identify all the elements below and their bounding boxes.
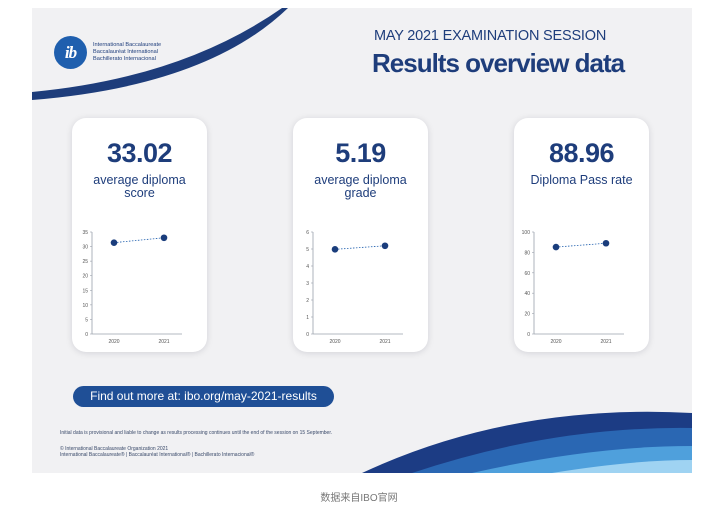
card-label: Diploma Pass rate: [530, 173, 633, 187]
logo-line-es: Bachillerato Internacional: [93, 56, 156, 62]
y-tick-label: 0: [85, 332, 88, 338]
data-point: [602, 239, 610, 247]
x-tick-label: 2020: [329, 339, 340, 345]
y-tick-label: 60: [524, 271, 530, 277]
x-tick-label: 2021: [379, 339, 390, 345]
y-tick-label: 15: [82, 288, 88, 294]
image-caption: 数据来自IBO官网: [320, 493, 398, 504]
ib-logo-text: International Baccalaureate Baccalauréat…: [93, 42, 161, 63]
bottom-swoosh: [362, 411, 692, 473]
card-pass-rate: 88.96 Diploma Pass rate 0 20 40 60 80 100 2020…: [514, 118, 649, 352]
series-line: [555, 242, 607, 248]
x-tick-label: 2020: [550, 339, 561, 345]
data-point: [331, 246, 339, 253]
copyright-text: © International Baccalaureate Organizati…: [60, 446, 169, 452]
card-value: 33.02: [106, 138, 173, 168]
y-tick-label: 25: [82, 259, 88, 265]
page-title: Results overview data: [372, 48, 625, 78]
chart-diploma-score: 0 5 10 15 20 25 30 35 2020 2021: [82, 230, 182, 345]
trademark-text: International Baccalaureate® | Baccalaur…: [60, 452, 255, 458]
series-line: [113, 237, 165, 244]
y-tick-label: 0: [527, 332, 530, 338]
x-tick-label: 2020: [108, 339, 119, 345]
y-tick-label: 20: [82, 274, 88, 280]
chart-diploma-grade: 0 1 2 3 4 5 6 2020 2021: [306, 230, 403, 345]
x-tick-label: 2021: [600, 339, 611, 345]
y-tick-label: 40: [524, 291, 530, 297]
y-tick-label: 5: [85, 317, 88, 323]
y-tick-label: 0: [306, 332, 309, 338]
top-swoosh: [32, 8, 288, 100]
y-tick-label: 1: [306, 315, 309, 321]
logo-line-fr: Baccalauréat International: [93, 49, 158, 55]
card-value: 5.19: [335, 138, 386, 168]
y-tick-label: 4: [306, 264, 309, 270]
series-line: [334, 245, 386, 250]
logo-line-en: International Baccalaureate: [93, 42, 162, 48]
card-label: average diploma grade: [314, 173, 407, 200]
y-tick-label: 10: [82, 303, 88, 309]
find-out-more-button[interactable]: Find out more at: ibo.org/may-2021-resul…: [73, 386, 334, 407]
results-poster: ib International Baccalaureate Baccalaur…: [32, 8, 692, 473]
data-point: [381, 242, 389, 250]
data-point: [160, 234, 168, 242]
y-tick-label: 20: [524, 312, 530, 318]
y-tick-label: 30: [82, 245, 88, 251]
card-value: 88.96: [548, 138, 615, 168]
card-label: average diploma score: [93, 173, 186, 200]
x-tick-label: 2021: [158, 339, 169, 345]
card-diploma-score: 33.02 average diploma score 0 5 10 15 20 25 30…: [72, 118, 207, 352]
chart-pass-rate: 0 20 40 60 80 100 2020 2021: [522, 230, 624, 345]
data-point: [110, 239, 118, 246]
y-tick-label: 6: [306, 230, 309, 236]
card-diploma-grade: 5.19 average diploma grade 0 1 2 3 4 5 6 2020 20…: [293, 118, 428, 352]
y-tick-label: 2: [306, 298, 309, 304]
y-tick-label: 5: [306, 247, 309, 253]
ib-logo-icon: ib: [54, 36, 87, 69]
y-tick-label: 100: [522, 230, 531, 236]
y-tick-label: 35: [82, 230, 88, 236]
session-title: MAY 2021 EXAMINATION SESSION: [374, 28, 607, 44]
disclaimer-text: Initial data is provisional and liable t…: [60, 430, 333, 436]
ib-logo: ib International Baccalaureate Baccalaur…: [54, 36, 161, 69]
data-point: [552, 243, 560, 251]
y-tick-label: 3: [306, 281, 309, 287]
y-tick-label: 80: [524, 250, 530, 256]
